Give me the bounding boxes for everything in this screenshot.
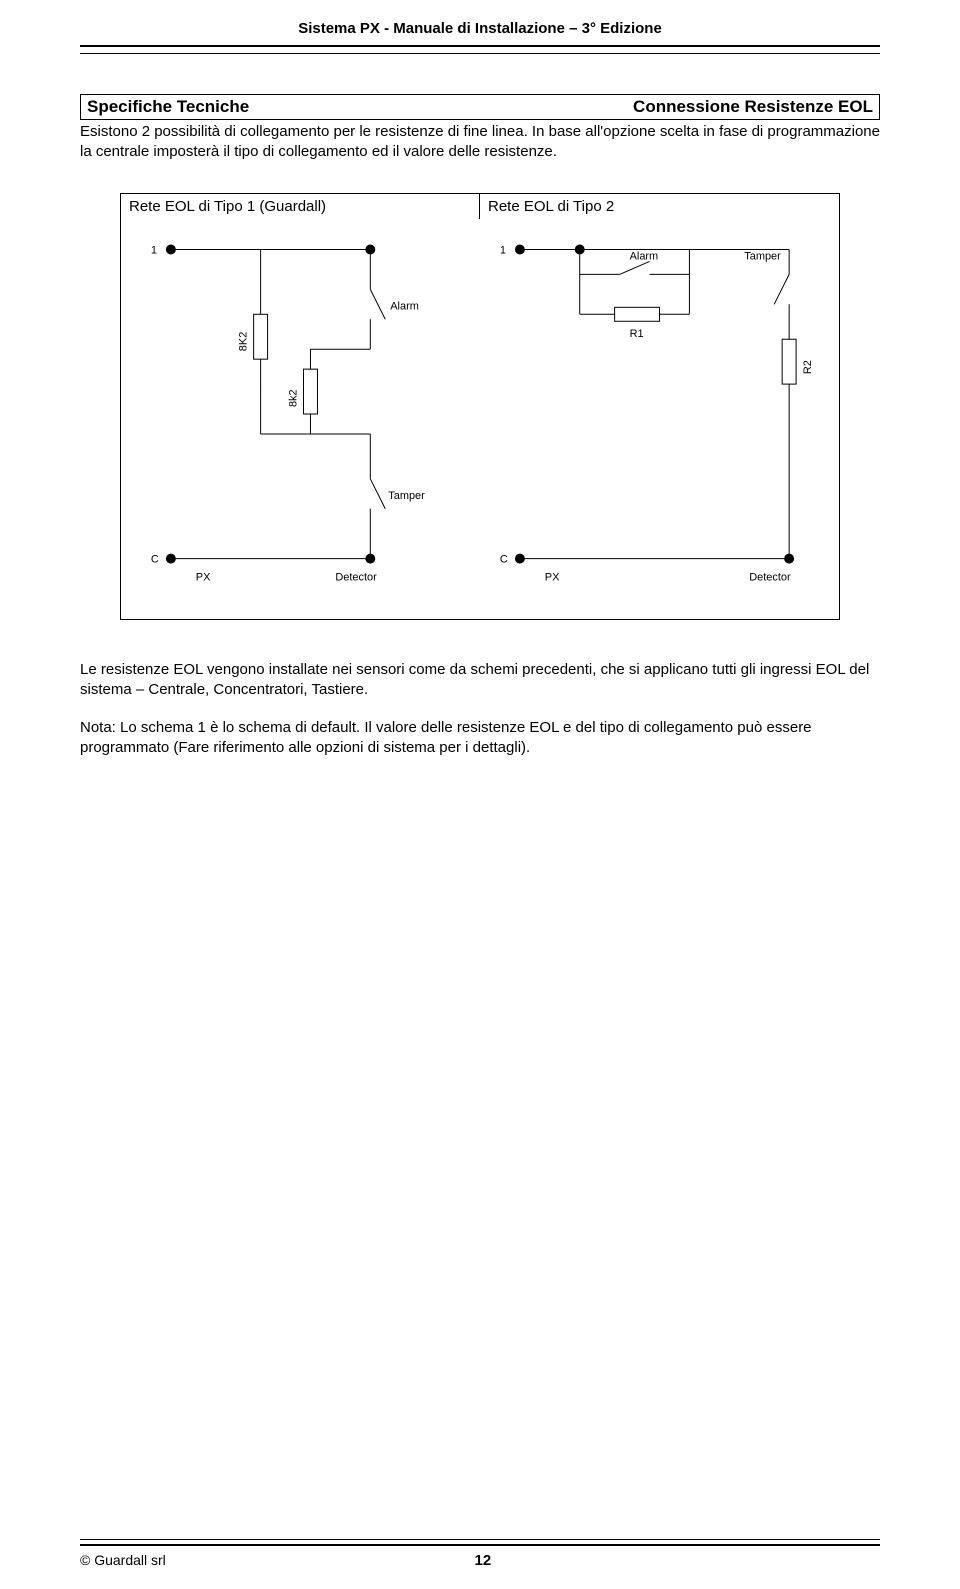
diagram-container: Rete EOL di Tipo 1 (Guardall) Rete EOL d…	[120, 193, 840, 620]
footer-rule-thin	[80, 1539, 880, 1540]
label-8K2: 8K2	[238, 331, 250, 351]
label-c-right: C	[500, 553, 508, 565]
section-right-title: Connessione Resistenze EOL	[633, 97, 873, 117]
label-px-right: PX	[545, 571, 560, 583]
circuit-type-1: 1 Alarm 8K2 8k2	[151, 244, 425, 583]
page-header: Sistema PX - Manuale di Installazione – …	[80, 20, 880, 45]
label-1-right: 1	[500, 244, 506, 256]
footer-copyright: © Guardall srl	[80, 1552, 166, 1569]
section-heading-box: Specifiche Tecniche Connessione Resisten…	[80, 94, 880, 120]
header-title: Sistema PX - Manuale di Installazione – …	[298, 20, 662, 37]
label-tamper-right: Tamper	[744, 250, 781, 262]
footer-rule-thick: © Guardall srl 12	[80, 1544, 880, 1569]
circuit-type-2: 1 Alarm R1	[500, 244, 814, 583]
footer-page-number: 12	[475, 1552, 492, 1569]
document-page: Sistema PX - Manuale di Installazione – …	[0, 0, 960, 1589]
label-8k2-lower: 8k2	[288, 389, 300, 407]
paragraph-3: Nota: Lo schema 1 è lo schema di default…	[80, 718, 880, 759]
label-alarm-left: Alarm	[390, 300, 419, 312]
label-1-left: 1	[151, 244, 157, 256]
section-left-title: Specifiche Tecniche	[87, 97, 249, 117]
label-alarm-right: Alarm	[630, 250, 659, 262]
header-rule-thin	[80, 53, 880, 54]
label-px-left: PX	[196, 571, 211, 583]
paragraph-2: Le resistenze EOL vengono installate nei…	[80, 660, 880, 701]
label-detector-left: Detector	[335, 571, 377, 583]
label-r2: R2	[802, 360, 814, 374]
label-tamper-left: Tamper	[388, 489, 425, 501]
label-detector-right: Detector	[749, 571, 791, 583]
diagram-title-1: Rete EOL di Tipo 1 (Guardall)	[121, 194, 480, 219]
diagram-body: 1 Alarm 8K2 8k2	[121, 219, 839, 619]
footer-spacer	[800, 1552, 880, 1569]
label-c-left: C	[151, 553, 159, 565]
intro-paragraph: Esistono 2 possibilità di collegamento p…	[80, 122, 880, 163]
page-footer: © Guardall srl 12	[80, 1539, 880, 1569]
circuit-diagram: 1 Alarm 8K2 8k2	[121, 219, 839, 619]
header-rule-thick	[80, 45, 880, 47]
label-r1: R1	[630, 328, 644, 340]
diagram-title-2: Rete EOL di Tipo 2	[480, 194, 839, 219]
diagram-title-row: Rete EOL di Tipo 1 (Guardall) Rete EOL d…	[121, 194, 839, 219]
